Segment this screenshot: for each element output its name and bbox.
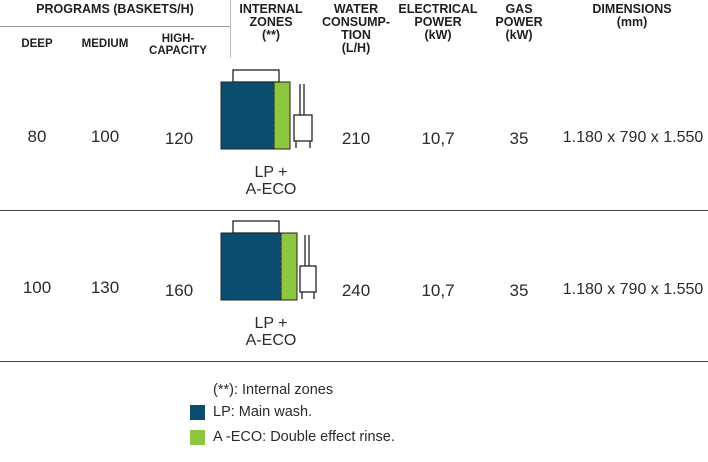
header-dimensions: DIMENSIONS (mm): [592, 2, 672, 29]
cell-deep: 100: [22, 278, 52, 297]
legend-swatch-rinse: [190, 430, 205, 445]
cell-medium: 100: [90, 127, 120, 146]
header-gas: GAS POWER (kW): [495, 2, 543, 42]
header-divider: [230, 0, 231, 58]
cell-dimensions: 1.180 x 790 x 1.550: [562, 281, 704, 298]
header-internal-zones: INTERNAL ZONES (**): [239, 2, 303, 42]
cell-electrical: 10,7: [421, 281, 455, 300]
legend-swatch-main-wash: [190, 405, 205, 420]
header-electrical: ELECTRICAL POWER (kW): [398, 2, 478, 42]
legend-rinse: A -ECO: Double effect rinse.: [213, 429, 395, 445]
dishwasher-icon: [220, 69, 313, 150]
row-divider: [0, 210, 708, 211]
header-deep: DEEP: [21, 38, 53, 50]
cell-deep: 80: [27, 127, 47, 146]
dishwasher-icon: [220, 220, 317, 301]
legend-note: (**): Internal zones: [213, 382, 334, 398]
legend-main-wash: LP: Main wash.: [213, 404, 313, 420]
header-medium: MEDIUM: [81, 38, 129, 50]
row-divider: [0, 361, 708, 362]
header-programs: PROGRAMS (BASKETS/H): [36, 2, 194, 16]
header-water: WATER CONSUMP- TION (L/H): [321, 2, 391, 55]
cell-medium: 130: [90, 278, 120, 297]
cell-internal-zones: LP + A-ECO: [245, 315, 297, 349]
header-high-capacity: HIGH- CAPACITY: [149, 33, 207, 57]
cell-high-capacity: 120: [164, 129, 194, 148]
cell-gas: 35: [509, 281, 529, 300]
cell-high-capacity: 160: [164, 281, 194, 300]
cell-internal-zones: LP + A-ECO: [245, 164, 297, 198]
header-programs-underline: [0, 26, 230, 27]
cell-gas: 35: [509, 129, 529, 148]
cell-dimensions: 1.180 x 790 x 1.550: [562, 129, 704, 146]
cell-electrical: 10,7: [421, 129, 455, 148]
cell-water: 240: [341, 281, 371, 300]
cell-water: 210: [341, 129, 371, 148]
